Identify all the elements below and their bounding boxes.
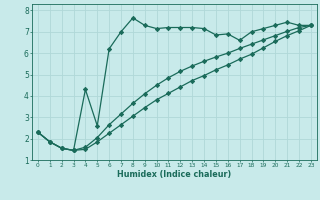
- X-axis label: Humidex (Indice chaleur): Humidex (Indice chaleur): [117, 170, 232, 179]
